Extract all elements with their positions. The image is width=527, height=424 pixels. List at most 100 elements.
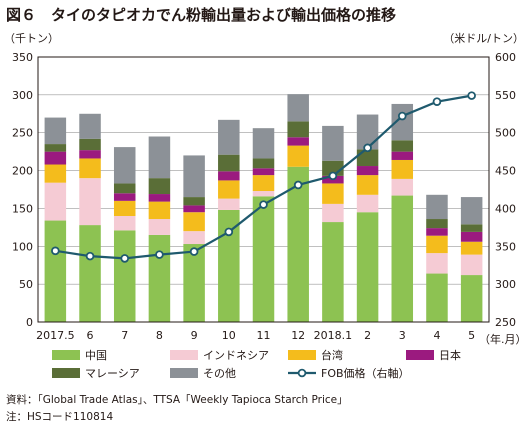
bar-segment bbox=[218, 119, 240, 155]
bar-segment bbox=[356, 212, 379, 322]
x-tick-label: 11 bbox=[257, 329, 271, 342]
x-tick-label: 5 bbox=[468, 329, 475, 342]
x-axis: 2017.5 6 7 8 9 10 11 12 2018.1 2 3 4 5 bbox=[36, 329, 475, 342]
y-tick-label-right: 400 bbox=[495, 202, 516, 215]
bar-segment bbox=[356, 175, 379, 195]
price-point bbox=[120, 254, 130, 263]
bar-segment bbox=[218, 198, 240, 210]
bar-segment bbox=[391, 159, 414, 179]
bar-segment bbox=[391, 178, 414, 196]
bar-segment bbox=[252, 196, 275, 322]
bar-segment bbox=[287, 94, 309, 122]
y-tick-label-right: 350 bbox=[495, 240, 516, 253]
bar-segment bbox=[148, 201, 171, 220]
legend-label: 中国 bbox=[85, 349, 107, 362]
bar-segment bbox=[218, 180, 240, 199]
bar-segment bbox=[183, 197, 205, 206]
legend-label: マレーシア bbox=[85, 367, 140, 380]
bar-segment bbox=[426, 273, 448, 322]
bar-segment bbox=[218, 209, 240, 322]
bar-segment bbox=[148, 178, 171, 195]
y-axis-left: 0 50 100 150 200 250 300 350 bbox=[12, 51, 33, 329]
legend-swatch bbox=[52, 368, 80, 378]
price-point bbox=[51, 246, 60, 256]
y-tick-label-left: 0 bbox=[26, 316, 33, 329]
legend-label: FOB価格（右軸） bbox=[321, 366, 410, 380]
bar-segment bbox=[183, 212, 205, 232]
bar-segment bbox=[113, 183, 136, 194]
bar-segment bbox=[79, 225, 101, 322]
plot-frame bbox=[37, 56, 490, 323]
legend-swatch bbox=[170, 368, 198, 378]
bar-segment bbox=[426, 219, 448, 229]
y-axis-label-right: （米ドル/トン） bbox=[443, 32, 524, 45]
bar-segment bbox=[183, 244, 205, 322]
bar-segment bbox=[113, 193, 136, 201]
bar-segment bbox=[79, 113, 101, 139]
bar-segment bbox=[44, 144, 67, 152]
bar-segment bbox=[391, 151, 414, 160]
bar-segment bbox=[252, 175, 275, 192]
bar-segment bbox=[79, 138, 101, 151]
x-tick-label: 8 bbox=[156, 329, 163, 342]
y-tick-label-left: 350 bbox=[12, 51, 33, 64]
bar-segment bbox=[460, 224, 483, 232]
y-tick-label-left: 150 bbox=[12, 202, 33, 215]
x-tick-label: 2017.5 bbox=[36, 329, 75, 342]
price-point bbox=[259, 200, 268, 209]
bar-segment bbox=[322, 125, 344, 161]
bar-segment bbox=[356, 114, 379, 150]
y-tick-label-left: 200 bbox=[12, 165, 33, 178]
bar-segment bbox=[183, 231, 205, 245]
bar-segment bbox=[460, 254, 483, 276]
price-point bbox=[432, 97, 442, 106]
x-tick-label: 3 bbox=[399, 329, 406, 342]
bar-segment bbox=[79, 158, 101, 179]
price-point bbox=[328, 171, 338, 181]
y-axis-right: 250 300 350 400 450 500 550 600 bbox=[495, 51, 516, 329]
price-point bbox=[397, 111, 407, 121]
y-tick-label-right: 300 bbox=[495, 278, 516, 291]
price-line bbox=[51, 91, 476, 263]
legend-label: 日本 bbox=[439, 348, 461, 362]
x-tick-label: 6 bbox=[87, 329, 94, 342]
bar-segment bbox=[148, 219, 171, 235]
bar-segment bbox=[460, 231, 483, 242]
bar-segment bbox=[148, 194, 171, 202]
bar-segment bbox=[356, 166, 379, 176]
chart: （千トン） （米ドル/トン） （年.月） 0 50 100 150 200 250 300 3… bbox=[4, 32, 527, 380]
bar-segment bbox=[287, 137, 309, 146]
bar-segment bbox=[44, 182, 67, 221]
bar-segment bbox=[183, 155, 205, 198]
bar-segment bbox=[148, 234, 171, 322]
bar-segment bbox=[426, 235, 448, 254]
x-tick-label: 12 bbox=[291, 329, 305, 342]
bar-segment bbox=[322, 203, 344, 223]
y-tick-label-left: 50 bbox=[19, 278, 33, 291]
bar-segment bbox=[79, 178, 101, 226]
legend-label: その他 bbox=[203, 367, 236, 380]
bar-segment bbox=[460, 275, 483, 322]
footnote: 注：HSコード110814 bbox=[6, 411, 114, 423]
bar-segment bbox=[322, 222, 344, 322]
bar-segment bbox=[183, 205, 205, 213]
bar-segment bbox=[252, 191, 275, 197]
bar-segment bbox=[113, 216, 136, 231]
bar-segment bbox=[426, 194, 448, 220]
bar-segment bbox=[391, 195, 414, 322]
bar-segment bbox=[426, 228, 448, 236]
bar-segment bbox=[356, 194, 379, 213]
legend-marker bbox=[297, 368, 307, 378]
bar-segment bbox=[44, 117, 67, 145]
bar-segment bbox=[44, 151, 67, 165]
bar-segment bbox=[44, 164, 67, 183]
y-axis-label-left: （千トン） bbox=[4, 32, 59, 45]
bar-segment bbox=[252, 158, 275, 169]
legend-swatch bbox=[170, 350, 198, 360]
legend-swatch bbox=[406, 350, 434, 360]
x-tick-label: 4 bbox=[433, 329, 440, 342]
bar-segment bbox=[391, 140, 414, 152]
price-point bbox=[467, 91, 476, 100]
x-tick-label: 7 bbox=[121, 329, 128, 342]
